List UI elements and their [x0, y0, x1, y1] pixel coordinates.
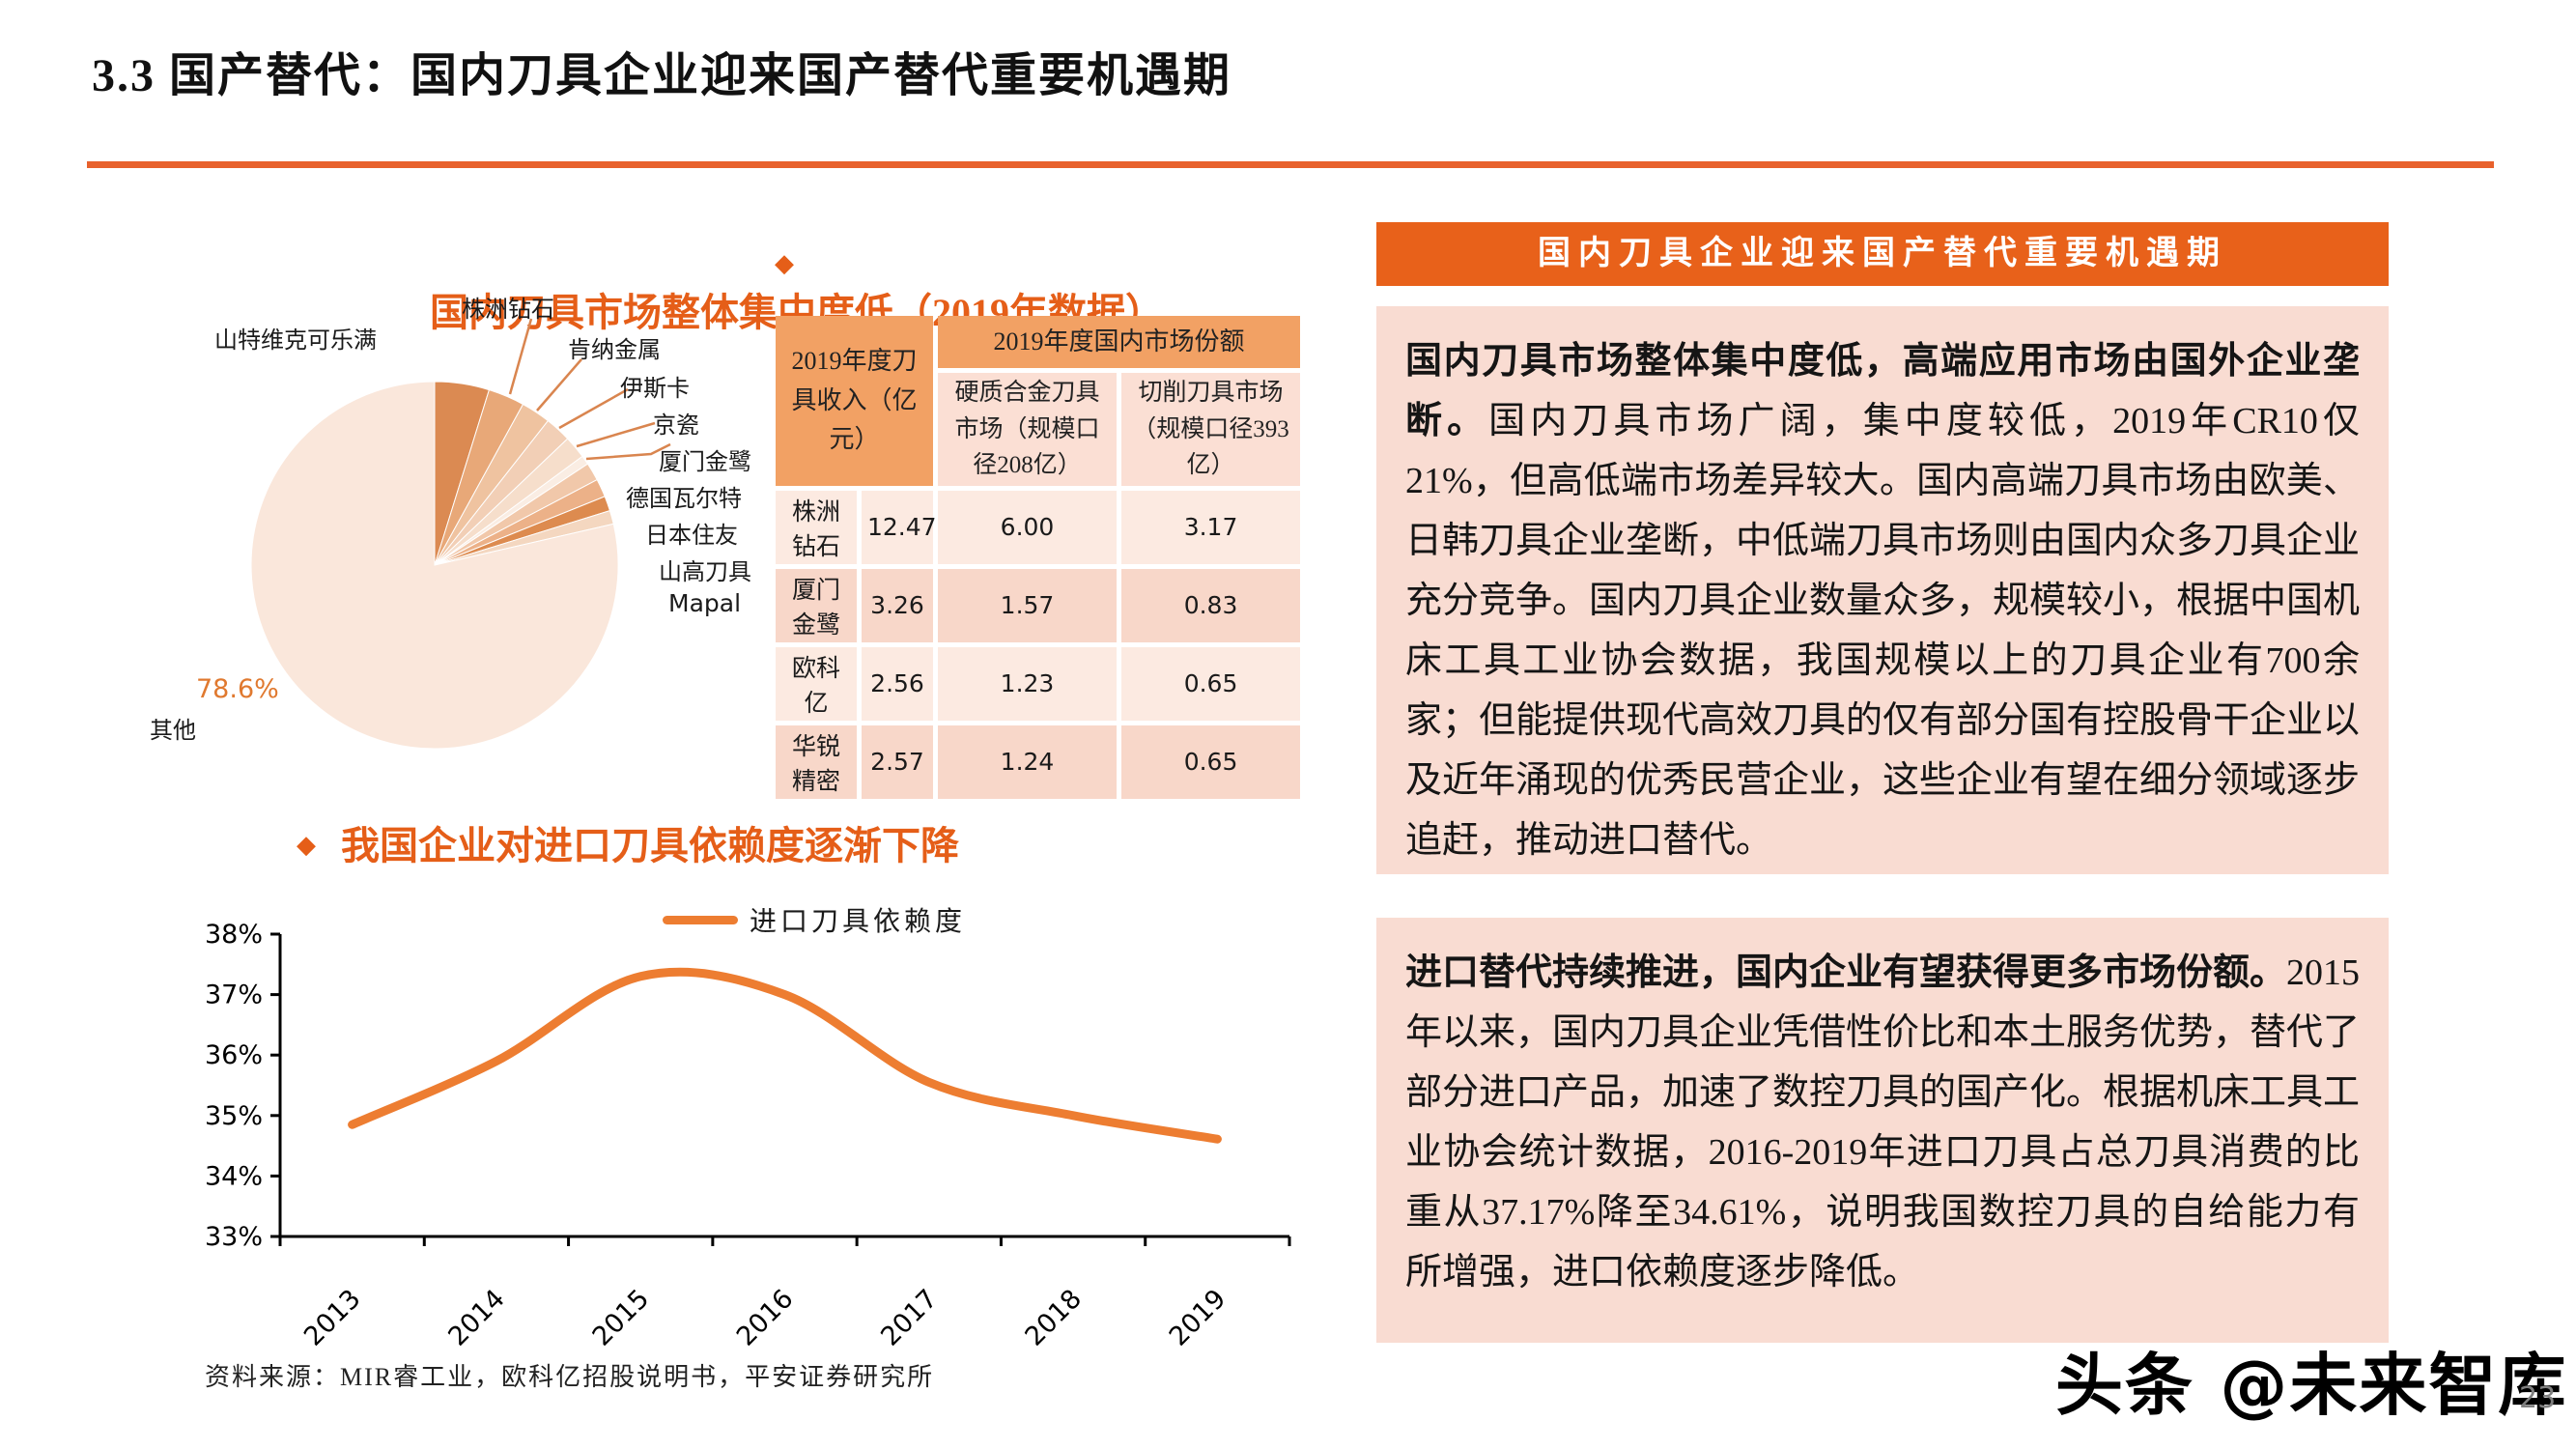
- x-tick-label: 2016: [731, 1284, 800, 1352]
- pie-label-sandvik: 山特维克可乐满: [214, 328, 377, 354]
- pie-leader-line: [536, 358, 582, 412]
- pie-label-kyocera: 京瓷: [653, 413, 699, 439]
- pie-leader-line: [585, 442, 671, 461]
- table-cell-share-carbide: 1.57: [938, 568, 1118, 642]
- x-tick-label: 2014: [442, 1284, 511, 1352]
- pie-leader-line: [558, 387, 629, 430]
- market-share-pie-chart: [250, 318, 671, 750]
- pie-label-kennametal: 肯纳金属: [568, 338, 661, 363]
- table-cell-share-cutting: 0.83: [1121, 568, 1301, 642]
- legend-label: 进口刀具依赖度: [750, 907, 967, 937]
- table-row: 株洲钻石 12.47 6.00 3.17: [776, 490, 1301, 564]
- page-number: 23: [2519, 1381, 2557, 1415]
- x-tick-label: 2019: [1164, 1284, 1232, 1352]
- table-subheader-carbide: 硬质合金刀具市场（规模口径208亿）: [938, 373, 1118, 486]
- diamond-bullet-icon: ◆: [775, 249, 794, 277]
- pie-label-goldenegret: 厦门金鹭: [659, 450, 751, 475]
- x-tick-label: 2017: [875, 1284, 944, 1352]
- title-divider: [87, 161, 2494, 168]
- table-cell-share-cutting: 0.65: [1121, 646, 1301, 721]
- section-title-import-dependence: ◆ 我国企业对进口刀具依赖度逐渐下降: [193, 821, 1062, 870]
- table-cell-name: 株洲钻石: [776, 490, 857, 564]
- y-tick-label: 33%: [205, 1222, 263, 1252]
- pie-label-zhuzhou: 株洲钻石: [462, 298, 554, 323]
- section-title-text: 我国企业对进口刀具依赖度逐渐下降: [341, 824, 959, 867]
- x-tick-label: 2015: [587, 1284, 656, 1352]
- paragraph-body: 国内刀具市场广阔，集中度较低，2019年CR10仅21%，但高低端市场差异较大。…: [1405, 401, 2361, 861]
- paragraph-body: 2015年以来，国内刀具企业凭借性价比和本土服务优势，替代了部分进口产品，加速了…: [1405, 952, 2361, 1293]
- pie-leader-line: [576, 421, 656, 448]
- y-tick-label: 37%: [205, 980, 263, 1010]
- right-panel-header: 国内刀具企业迎来国产替代重要机遇期: [1376, 222, 2389, 286]
- table-cell-share-carbide: 1.24: [938, 724, 1118, 799]
- pie-label-walter: 德国瓦尔特: [626, 487, 742, 512]
- table-body: 株洲钻石 12.47 6.00 3.17 厦门金鹭 3.26 1.57 0.83 欧科亿 2.56…: [776, 490, 1301, 799]
- y-tick-label: 35%: [205, 1101, 263, 1131]
- table-cell-share-carbide: 6.00: [938, 490, 1118, 564]
- table-header-share: 2019年度国内市场份额: [938, 316, 1301, 368]
- table-header-revenue: 2019年度刀具收入（亿元）: [776, 316, 934, 486]
- y-tick-label: 38%: [205, 920, 263, 950]
- table-row: 欧科亿 2.56 1.23 0.65: [776, 646, 1301, 721]
- pie-label-mapal: Mapal: [668, 589, 742, 617]
- table-cell-share-carbide: 1.23: [938, 646, 1118, 721]
- pie-leader-line: [508, 318, 533, 395]
- table-subheader-cutting: 切削刀具市场（规模口径393亿）: [1121, 373, 1301, 486]
- pie-datalabel-others-pct: 78.6%: [196, 674, 279, 704]
- x-tick-label: 2018: [1020, 1284, 1089, 1352]
- paragraph-lead: 国内刀具市场整体集中度低，高端应用市场由国外企业垄断。: [1405, 341, 2360, 441]
- watermark: 头条 @未来智库: [2055, 1346, 2568, 1425]
- table-cell-revenue: 2.57: [862, 724, 934, 799]
- diamond-bullet-icon: ◆: [297, 831, 316, 859]
- pie-label-seco: 山高刀具: [659, 560, 751, 585]
- table-cell-name: 厦门金鹭: [776, 568, 857, 642]
- table-cell-share-cutting: 0.65: [1121, 724, 1301, 799]
- market-share-table: 2019年度刀具收入（亿元） 2019年度国内市场份额 硬质合金刀具市场（规模口…: [771, 311, 1305, 804]
- paragraph-lead: 进口替代持续推进，国内企业有望获得更多市场份额。: [1405, 952, 2287, 993]
- legend-line-swatch: [663, 915, 738, 924]
- pie-label-others: 其他: [150, 719, 196, 744]
- table-cell-revenue: 12.47: [862, 490, 937, 564]
- chart-legend: 进口刀具依赖度: [663, 900, 966, 939]
- y-tick-label: 36%: [205, 1040, 263, 1070]
- table-cell-revenue: 2.56: [862, 646, 934, 721]
- import-dependence-line-chart: 38% 37% 36% 35% 34% 33% 2013 2014 2015 2016 2017 20…: [205, 920, 1291, 1352]
- analysis-paragraph-substitution: 进口替代持续推进，国内企业有望获得更多市场份额。2015年以来，国内刀具企业凭借…: [1376, 918, 2389, 1343]
- table-cell-name: 欧科亿: [776, 646, 857, 721]
- table-row: 厦门金鹭 3.26 1.57 0.83: [776, 568, 1301, 642]
- table-row: 华锐精密 2.57 1.24 0.65: [776, 724, 1301, 799]
- source-note: 资料来源：MIR睿工业，欧科亿招股说明书，平安证券研究所: [205, 1363, 935, 1391]
- y-tick-label: 34%: [205, 1161, 263, 1191]
- page-title: 3.3 国产替代：国内刀具企业迎来国产替代重要机遇期: [92, 50, 1232, 101]
- pie-label-sumitomo: 日本住友: [645, 524, 738, 549]
- table-cell-revenue: 3.26: [862, 568, 934, 642]
- table-cell-name: 华锐精密: [776, 724, 857, 799]
- table-cell-share-cutting: 3.17: [1121, 490, 1301, 564]
- analysis-paragraph-concentration: 国内刀具市场整体集中度低，高端应用市场由国外企业垄断。国内刀具市场广阔，集中度较…: [1376, 306, 2389, 874]
- pie-slice: [250, 381, 619, 750]
- pie-label-iscar: 伊斯卡: [620, 377, 690, 402]
- x-tick-label: 2013: [298, 1284, 367, 1352]
- line-series-path: [348, 967, 1222, 1144]
